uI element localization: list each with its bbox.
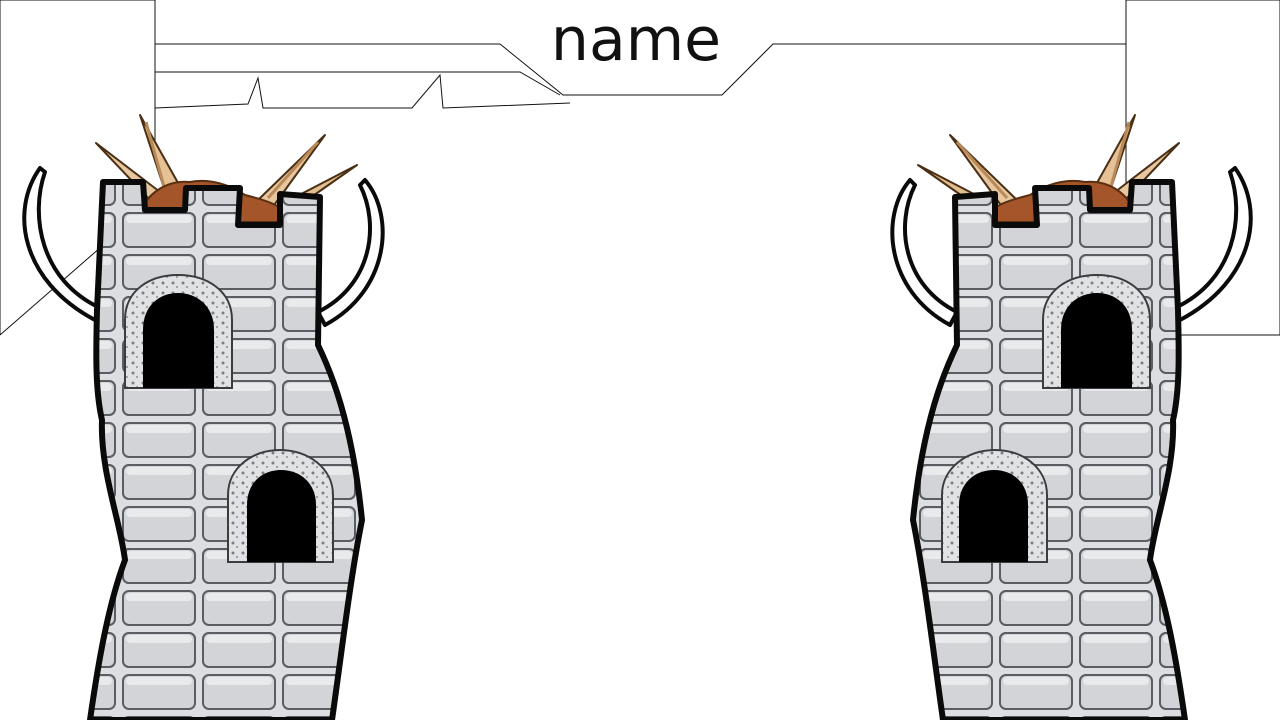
torn-banner-icon bbox=[0, 0, 1280, 336]
right-castle-tower-icon bbox=[892, 115, 1250, 720]
left-castle-tower-icon bbox=[24, 115, 382, 720]
player-name-title[interactable]: name bbox=[550, 5, 722, 75]
